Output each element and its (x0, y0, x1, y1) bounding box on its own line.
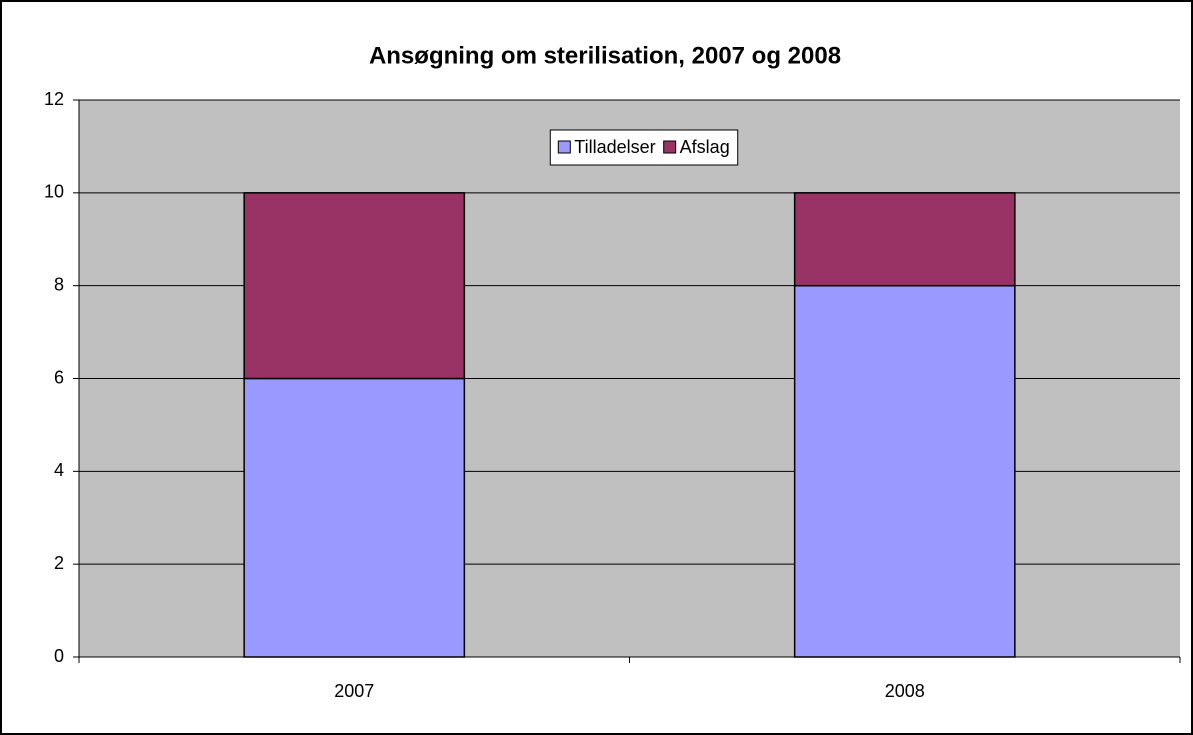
y-tick-label: 2 (54, 553, 64, 573)
bar-segment (243, 377, 466, 658)
bar-segment (243, 192, 466, 380)
chart-title: Ansøgning om sterilisation, 2007 og 2008 (369, 42, 841, 69)
bar-segment (793, 192, 1016, 287)
y-tick-label: 6 (54, 367, 64, 387)
y-tick-label: 12 (44, 89, 64, 109)
x-tick-label: 2008 (885, 681, 925, 701)
legend-swatch (557, 140, 571, 154)
y-tick-label: 4 (54, 460, 64, 480)
y-tick-label: 8 (54, 274, 64, 294)
y-tick-label: 10 (44, 182, 64, 202)
x-tick-label: 2007 (334, 681, 374, 701)
legend: Tilladelser Afslag (549, 129, 739, 166)
legend-label: Tilladelser (574, 137, 655, 157)
bar-segment (793, 284, 1016, 658)
legend-label: Afslag (680, 137, 730, 157)
legend-swatch (663, 140, 677, 154)
legend-box (549, 129, 739, 166)
y-tick-label: 0 (54, 646, 64, 666)
